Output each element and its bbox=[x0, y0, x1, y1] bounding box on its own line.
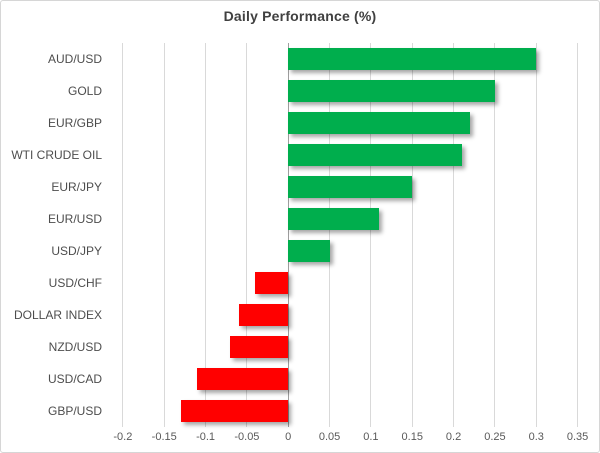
gridline bbox=[494, 43, 496, 427]
x-tick-label: 0.1 bbox=[363, 431, 379, 443]
x-tick-label: 0.2 bbox=[445, 431, 462, 443]
bar-usd-cad bbox=[197, 368, 289, 390]
gridline bbox=[122, 43, 124, 427]
gridline bbox=[453, 43, 455, 427]
category-label: USD/JPY bbox=[51, 244, 102, 258]
gridline bbox=[329, 43, 331, 427]
gridline bbox=[370, 43, 372, 427]
gridline bbox=[577, 43, 579, 427]
zero-axis-line bbox=[287, 43, 289, 427]
bar-nzd-usd bbox=[230, 336, 289, 358]
bar-eur-usd bbox=[288, 208, 380, 230]
category-label: USD/CHF bbox=[48, 276, 102, 290]
category-label: GBP/USD bbox=[47, 404, 102, 418]
gridline bbox=[163, 43, 165, 427]
category-label: EUR/GBP bbox=[47, 116, 102, 130]
x-tick-label: 0.25 bbox=[484, 431, 506, 443]
category-label: WTI CRUDE OIL bbox=[11, 148, 102, 162]
bar-gbp-usd bbox=[180, 400, 289, 422]
x-tick-label: 0.3 bbox=[528, 431, 544, 443]
gridline bbox=[411, 43, 413, 427]
category-label: EUR/JPY bbox=[51, 180, 102, 194]
bar-aud-usd bbox=[288, 48, 537, 70]
x-tick-label: 0 bbox=[285, 431, 292, 443]
category-label: GOLD bbox=[67, 84, 102, 98]
category-label: NZD/USD bbox=[48, 340, 102, 354]
gridline bbox=[246, 43, 248, 427]
x-tick-label: -0.15 bbox=[151, 431, 177, 443]
category-label: USD/CAD bbox=[47, 372, 102, 386]
x-tick-label: -0.1 bbox=[196, 431, 216, 443]
category-label: EUR/USD bbox=[47, 212, 102, 226]
x-tick-label: -0.2 bbox=[113, 431, 133, 443]
x-tick-label: 0.15 bbox=[401, 431, 423, 443]
gridline bbox=[205, 43, 207, 427]
x-tick-label: 0.05 bbox=[318, 431, 341, 443]
plot-area bbox=[108, 43, 590, 427]
x-tick-label: 0.35 bbox=[566, 431, 589, 443]
category-label: DOLLAR INDEX bbox=[13, 308, 102, 322]
chart-title: Daily Performance (%) bbox=[223, 8, 377, 24]
bar-usd-jpy bbox=[288, 240, 330, 262]
x-tick-label: -0.05 bbox=[234, 431, 260, 443]
bar-wti-crude-oil bbox=[288, 144, 462, 166]
category-label: AUD/USD bbox=[47, 52, 102, 66]
bar-dollar-index bbox=[238, 304, 289, 326]
bar-usd-chf bbox=[255, 272, 289, 294]
bar-eur-gbp bbox=[288, 112, 471, 134]
gridline bbox=[535, 43, 537, 427]
bar-eur-jpy bbox=[288, 176, 413, 198]
bar-gold bbox=[288, 80, 495, 102]
